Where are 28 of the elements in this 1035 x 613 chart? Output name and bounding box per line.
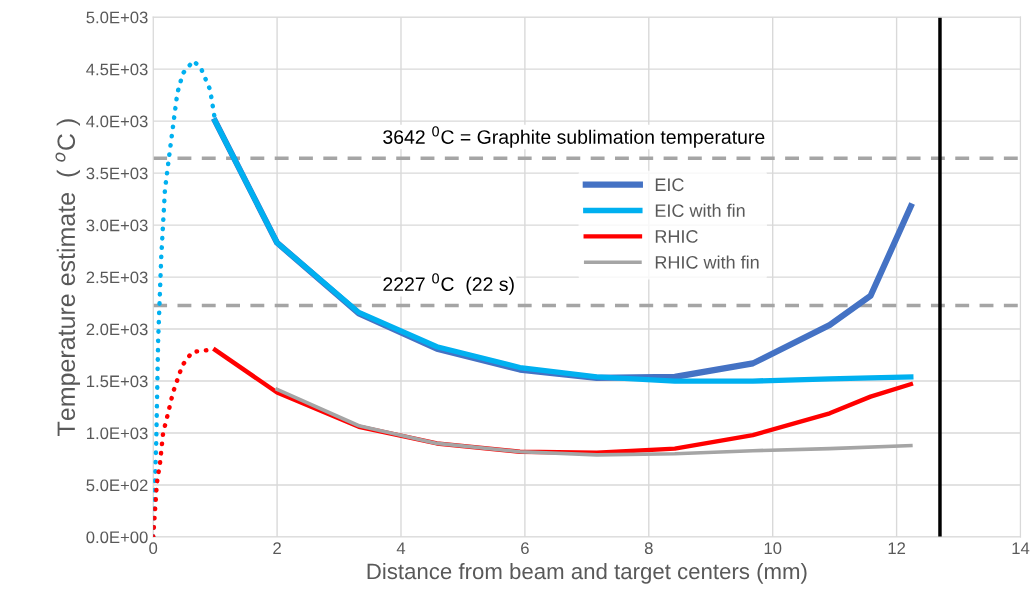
y-tick-label: 1.5E+03 — [87, 375, 148, 388]
x-tick-label: 4 — [396, 542, 406, 554]
legend-label: RHIC — [655, 230, 698, 243]
x-tick-label: 6 — [521, 542, 529, 555]
y-tick-label: 3.5E+03 — [86, 167, 148, 180]
y-tick-label: 2.5E+03 — [86, 271, 148, 284]
legend-label: RHIC with fin — [655, 255, 759, 269]
x-tick-label: 14 — [1012, 542, 1030, 554]
ref-line-label: 3642 $^{0}$C = Graphite sublimation temperature — [383, 126, 765, 148]
y-axis-title: Temperature estimate ( $^{o}$C ) — [55, 119, 81, 436]
legend-label: EIC — [655, 178, 684, 192]
x-tick-label: 12 — [888, 542, 906, 554]
x-axis-title: Distance from beam and target centers (mm) — [367, 562, 807, 584]
y-tick-label: 2.0E+03 — [86, 323, 148, 336]
line-series — [275, 387, 913, 457]
y-tick-label: 3.0E+03 — [86, 219, 148, 232]
x-tick-label: 10 — [764, 542, 782, 555]
y-tick-label: 1.0E+03 — [87, 427, 148, 440]
y-tick-label: 0.0E+00 — [86, 531, 148, 544]
ref-line-label: 2227 $^{0}$C (22 s) — [383, 273, 514, 295]
y-tick-label: 5.0E+02 — [86, 479, 148, 492]
x-tick-label: 0 — [149, 542, 158, 555]
y-tick-label: 4.0E+03 — [86, 115, 148, 128]
y-tick-label: 5.0E+03 — [86, 11, 148, 24]
x-tick-label: 8 — [644, 542, 653, 555]
y-tick-label: 4.5E+03 — [86, 63, 148, 76]
legend-label: EIC with fin — [655, 203, 745, 218]
x-tick-label: 2 — [273, 542, 281, 554]
